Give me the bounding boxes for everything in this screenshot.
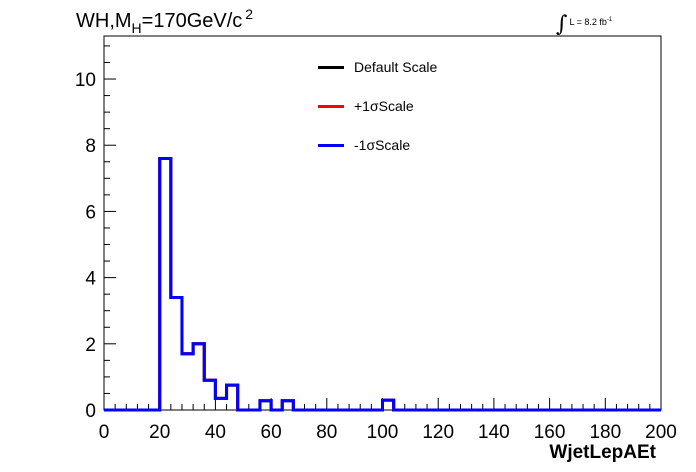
x-tick-label: 0 — [99, 422, 110, 443]
y-tick-label: 10 — [75, 70, 96, 91]
x-tick-label: 40 — [205, 422, 226, 443]
x-tick-label: 20 — [149, 422, 170, 443]
x-tick-label: 140 — [478, 422, 510, 443]
x-tick-label: 80 — [316, 422, 337, 443]
x-axis-label: WjetLepAEt — [549, 442, 656, 463]
x-tick-label: 200 — [645, 422, 677, 443]
legend-entry-default: Default Scale — [318, 57, 437, 77]
title-superscript: 2 — [245, 6, 254, 22]
y-tick-label: 6 — [85, 202, 96, 223]
legend-swatch-plus-sigma — [318, 104, 344, 108]
integral-symbol: ∫ — [556, 12, 568, 37]
x-tick-label: 60 — [261, 422, 282, 443]
title-value: =170GeV/c — [141, 10, 243, 32]
lumi-superscript: -1 — [606, 17, 613, 23]
legend-label-plus-sigma: +1σScale — [354, 98, 414, 114]
y-tick-label: 8 — [85, 136, 96, 157]
title-subscript: H — [131, 20, 142, 36]
chart-title: WH,MH=170GeV/c 2 — [76, 6, 253, 36]
histogram-series-0 — [104, 156, 661, 412]
x-tick-label: 160 — [534, 422, 566, 443]
lumi-text: L = 8.2 fb — [569, 17, 607, 27]
y-tick-label: 2 — [85, 335, 96, 356]
y-tick-label: 4 — [85, 269, 96, 290]
histogram-series-2 — [104, 156, 661, 412]
x-tick-label: 120 — [422, 422, 454, 443]
legend-label-default: Default Scale — [354, 59, 438, 75]
legend-entry-plus-sigma: +1σScale — [318, 96, 414, 116]
luminosity-label: ∫ L = 8.2 fb-1 — [556, 8, 613, 37]
legend-swatch-minus-sigma — [318, 143, 344, 147]
legend-swatch-default — [318, 65, 344, 69]
legend-label-minus-sigma: -1σScale — [354, 137, 411, 153]
title-main: WH,M — [76, 10, 132, 32]
histogram-series-1 — [104, 156, 661, 412]
legend-entry-minus-sigma: -1σScale — [318, 135, 410, 155]
x-tick-label: 180 — [589, 422, 621, 443]
x-tick-label: 100 — [367, 422, 399, 443]
y-tick-label: 0 — [85, 401, 96, 422]
